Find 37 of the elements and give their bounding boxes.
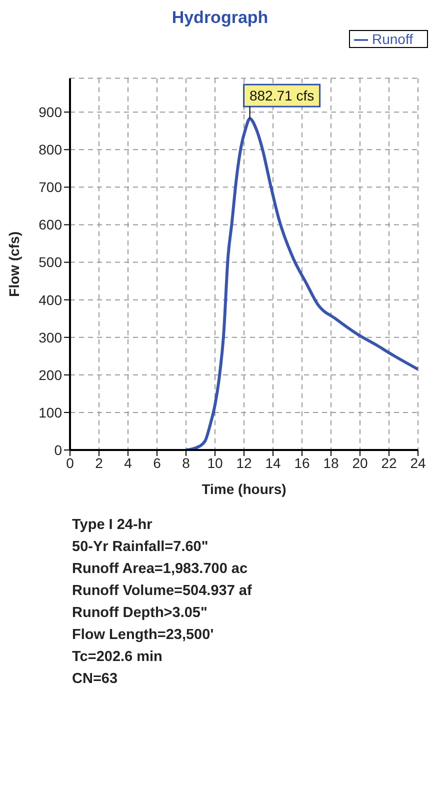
x-tick-label: 8 <box>182 454 190 471</box>
x-tick-label: 18 <box>323 454 339 471</box>
legend-label: Runoff <box>372 31 413 47</box>
y-tick-label: 200 <box>38 366 62 383</box>
text: Runoff Depth>3.05" <box>72 604 208 623</box>
annotation: 882.71 cfs <box>249 88 314 104</box>
text: Runoff Area=1,983.700 ac <box>72 560 249 579</box>
text: Tc=202.6 min <box>72 648 164 667</box>
x-tick-label: 12 <box>236 454 252 471</box>
y-tick-label: 800 <box>38 142 62 158</box>
y-tick-label: 500 <box>38 254 62 270</box>
y-tick-label: 900 <box>38 104 62 120</box>
y-tick-label: 400 <box>38 292 62 308</box>
x-tick-label: 4 <box>124 454 132 471</box>
y-axis-title: Flow (cfs) <box>6 231 22 297</box>
y-tick-label: 700 <box>38 179 62 196</box>
x-tick-label: 20 <box>352 454 368 471</box>
y-tick-label: 100 <box>38 404 62 420</box>
text: Runoff Volume=504.937 af <box>72 582 253 601</box>
x-tick-label: 16 <box>294 454 310 471</box>
line-series <box>184 117 418 450</box>
text: Flow Length=23,500' <box>72 626 215 645</box>
x-tick-label: 0 <box>66 454 74 471</box>
x-axis-title: Time (hours) <box>202 481 286 497</box>
text: 50-Yr Rainfall=7.60" <box>72 538 210 557</box>
x-tick-label: 2 <box>95 454 104 471</box>
x-tick-label: 6 <box>153 454 162 471</box>
x-tick-label: 22 <box>381 454 397 471</box>
y-tick-label: 600 <box>38 216 62 233</box>
x-tick-label: 24 <box>410 454 426 471</box>
text: Type I 24-hr <box>72 516 154 535</box>
chart-title: Hydrograph <box>170 8 270 28</box>
x-tick-label: 10 <box>207 454 223 471</box>
text: CN=63 <box>72 670 119 689</box>
y-tick-label: 0 <box>54 442 62 458</box>
x-tick-label: 14 <box>265 454 281 471</box>
y-tick-label: 300 <box>38 329 62 346</box>
